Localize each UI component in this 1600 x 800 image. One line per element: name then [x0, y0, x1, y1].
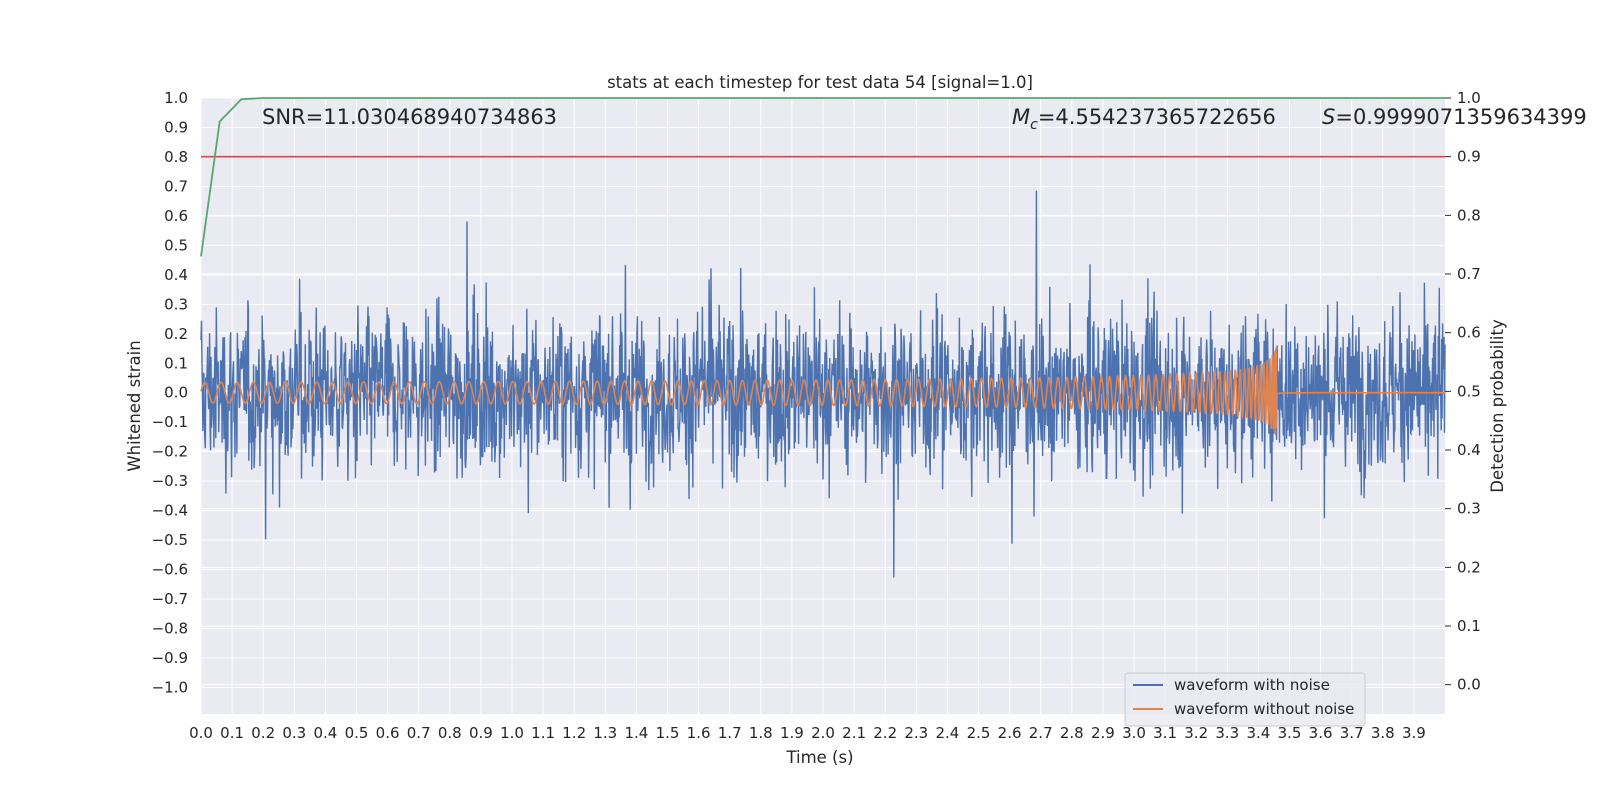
x-tick-label: 2.5 — [967, 724, 991, 742]
x-tick-label: 3.7 — [1340, 724, 1364, 742]
x-tick-label: 3.3 — [1215, 724, 1239, 742]
x-tick-label: 2.1 — [842, 724, 866, 742]
x-tick-label: 1.2 — [562, 724, 586, 742]
x-tick-label: 3.1 — [1153, 724, 1177, 742]
x-tick-label: 3.9 — [1402, 724, 1426, 742]
y-tick-label: 0.7 — [164, 177, 188, 195]
y2-tick-label: 0.2 — [1457, 558, 1481, 576]
legend-box — [1124, 672, 1366, 727]
x-tick-label: 3.2 — [1184, 724, 1208, 742]
chirp-mass-annotation: Mc=4.554237365722656 — [1012, 105, 1276, 133]
x-tick-label: 1.8 — [749, 724, 773, 742]
y2-tick-label: 0.7 — [1457, 265, 1481, 283]
y2-tick-label: 0.0 — [1457, 676, 1481, 694]
score-symbol: S — [1322, 105, 1335, 129]
x-tick-label: 3.0 — [1122, 724, 1146, 742]
y-tick-label: 0.2 — [164, 325, 188, 343]
x-tick-label: 3.5 — [1278, 724, 1302, 742]
x-tick-label: 2.7 — [1029, 724, 1053, 742]
chirp-mass-subscript: c — [1030, 117, 1038, 133]
x-tick-label: 3.8 — [1371, 724, 1395, 742]
x-tick-label: 2.8 — [1060, 724, 1084, 742]
x-tick-label: 0.9 — [469, 724, 493, 742]
y-tick-label: 0.4 — [164, 266, 188, 284]
y-tick-label: −0.8 — [152, 620, 188, 638]
y2-tick-label: 0.1 — [1457, 617, 1481, 635]
y2-axis-label: Detection probability — [1488, 319, 1507, 493]
y-axis-ticks: 1.0 0.9 0.8 0.7 0.6 0.5 0.4 0.3 0.2 0.1 0.0 −0.1 −0.… — [152, 89, 188, 696]
chart-title: stats at each timestep for test data 54 … — [607, 73, 1033, 92]
y-tick-label: −1.0 — [152, 678, 188, 696]
series-line-waveform-without-noise — [200, 347, 1445, 436]
chirp-mass-value: =4.554237365722656 — [1038, 105, 1276, 129]
snr-annotation: SNR=11.030468940734863 — [262, 105, 557, 129]
y-tick-label: −0.9 — [152, 649, 188, 667]
x-tick-label: 0.1 — [220, 724, 244, 742]
y-tick-label: 0.0 — [164, 384, 188, 402]
x-tick-label: 2.2 — [873, 724, 897, 742]
x-tick-label: 0.3 — [282, 724, 306, 742]
y-tick-label: −0.7 — [152, 590, 188, 608]
y-tick-label: 0.9 — [164, 118, 188, 136]
series-layer — [200, 97, 1446, 578]
x-tick-label: 1.6 — [687, 724, 711, 742]
x-tick-label: 0.7 — [407, 724, 431, 742]
x-tick-label: 0.5 — [345, 724, 369, 742]
x-tick-label: 1.5 — [656, 724, 680, 742]
y-tick-label: −0.3 — [152, 472, 188, 490]
x-tick-label: 1.1 — [531, 724, 555, 742]
y2-tick-label: 0.6 — [1457, 324, 1481, 342]
x-tick-label: 0.4 — [313, 724, 337, 742]
legend-label-clean: waveform without noise — [1174, 700, 1354, 718]
x-axis-label: Time (s) — [785, 748, 853, 767]
y-tick-label: 0.5 — [164, 236, 188, 254]
x-tick-label: 2.0 — [811, 724, 835, 742]
x-tick-label: 3.4 — [1246, 724, 1270, 742]
series-line-detection-probability — [200, 97, 1445, 257]
x-tick-label: 1.3 — [593, 724, 617, 742]
y-tick-label: 0.1 — [164, 354, 188, 372]
y2-tick-label: 0.4 — [1457, 441, 1481, 459]
y2-tick-label: 0.9 — [1457, 148, 1481, 166]
x-tick-label: 2.4 — [935, 724, 959, 742]
x-tick-label: 1.7 — [718, 724, 742, 742]
x-tick-label: 0.2 — [251, 724, 275, 742]
x-tick-label: 0.0 — [189, 724, 213, 742]
score-annotation: S=0.9999071359634399 — [1322, 105, 1587, 129]
x-tick-label: 0.8 — [438, 724, 462, 742]
y-axis-label: Whitened strain — [125, 340, 144, 471]
x-tick-label: 2.3 — [904, 724, 928, 742]
y-tick-label: −0.5 — [152, 531, 188, 549]
chirp-mass-symbol: M — [1012, 105, 1030, 129]
y-tick-label: −0.4 — [152, 502, 188, 520]
legend: waveform with noise waveform without noi… — [1124, 672, 1366, 727]
y-tick-label: −0.6 — [152, 561, 188, 579]
y-tick-label: 0.8 — [164, 148, 188, 166]
x-tick-label: 2.9 — [1091, 724, 1115, 742]
x-tick-label: 1.0 — [500, 724, 524, 742]
x-axis-ticks: 0.0 0.1 0.2 0.3 0.4 0.5 0.6 0.7 0.8 0.9 1.0 1.1 1.2 1… — [189, 724, 1426, 742]
y2-tick-label: 0.3 — [1457, 500, 1481, 518]
y-tick-label: 0.6 — [164, 207, 188, 225]
x-tick-label: 0.6 — [376, 724, 400, 742]
y2-axis-ticks: 1.0 0.9 0.8 0.7 0.6 0.5 0.4 0.3 0.2 0.1 0.0 — [1445, 89, 1481, 694]
y2-tick-label: 0.8 — [1457, 206, 1481, 224]
y-tick-label: 0.3 — [164, 295, 188, 313]
legend-label-noise: waveform with noise — [1174, 676, 1330, 694]
y-tick-label: −0.2 — [152, 443, 188, 461]
x-tick-label: 2.6 — [998, 724, 1022, 742]
score-value: =0.9999071359634399 — [1335, 105, 1586, 129]
x-tick-label: 1.9 — [780, 724, 804, 742]
y2-tick-label: 1.0 — [1457, 89, 1481, 107]
x-tick-label: 3.6 — [1309, 724, 1333, 742]
y-tick-label: 1.0 — [164, 89, 188, 107]
y-tick-label: −0.1 — [152, 413, 188, 431]
y2-tick-label: 0.5 — [1457, 382, 1481, 400]
x-tick-label: 1.4 — [624, 724, 648, 742]
